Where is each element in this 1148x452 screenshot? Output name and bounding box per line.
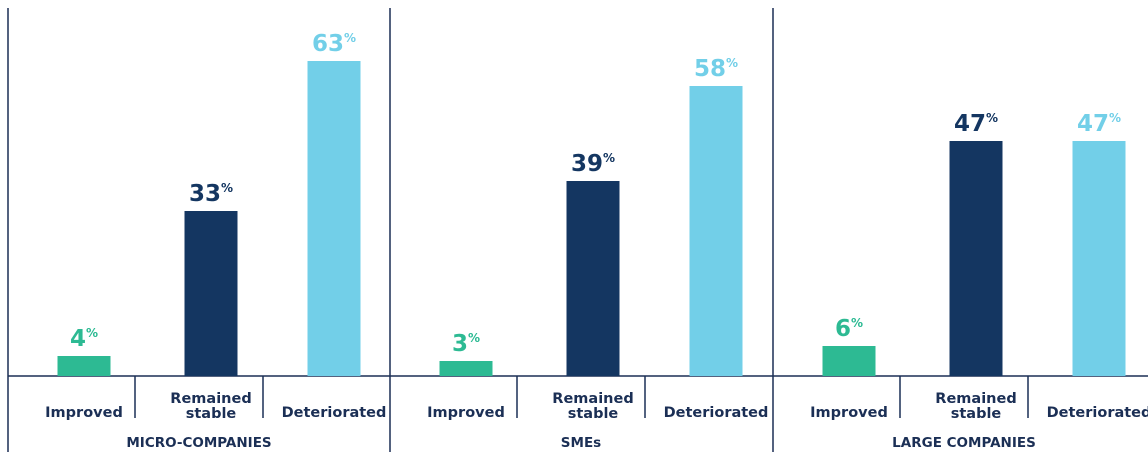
bar <box>307 61 361 376</box>
data-label-value: 58 <box>694 56 726 82</box>
data-label: 4% <box>70 326 98 352</box>
data-label-value: 4 <box>70 326 86 352</box>
data-label-percent: % <box>221 181 233 195</box>
category-label: Improved <box>45 405 123 421</box>
data-label-value: 6 <box>835 316 851 342</box>
category-label: Improved <box>427 405 505 421</box>
data-label-percent: % <box>86 326 98 340</box>
bar <box>57 356 111 376</box>
data-label-value: 47 <box>954 111 986 137</box>
data-label: 63% <box>312 31 356 57</box>
data-label: 39% <box>571 151 615 177</box>
data-label-value: 39 <box>571 151 603 177</box>
category-label: Remained stable <box>552 391 633 422</box>
bar <box>184 211 238 376</box>
data-label: 58% <box>694 56 738 82</box>
bar <box>822 346 876 376</box>
category-label-line: stable <box>568 406 619 422</box>
data-label-value: 63 <box>312 31 344 57</box>
category-label: Improved <box>810 405 888 421</box>
category-label: Deteriorated <box>282 405 387 421</box>
data-label-value: 3 <box>452 331 468 357</box>
group-label: LARGE COMPANIES <box>892 435 1036 451</box>
data-label: 47% <box>954 111 998 137</box>
data-label-value: 47 <box>1077 111 1109 137</box>
bar <box>1072 141 1126 376</box>
category-label: Deteriorated <box>1047 405 1148 421</box>
data-label: 47% <box>1077 111 1121 137</box>
data-label-percent: % <box>344 31 356 45</box>
category-label: Remained stable <box>935 391 1016 422</box>
data-label: 6% <box>835 316 863 342</box>
group-label: SMEs <box>561 435 601 451</box>
category-label-line: stable <box>186 406 237 422</box>
data-label-percent: % <box>1109 111 1121 125</box>
bar <box>689 86 743 376</box>
data-label-percent: % <box>986 111 998 125</box>
data-label-percent: % <box>468 331 480 345</box>
data-label-percent: % <box>726 56 738 70</box>
bar <box>566 181 620 376</box>
bar <box>949 141 1003 376</box>
category-label-line: stable <box>951 406 1002 422</box>
category-label-line: Remained <box>552 391 633 407</box>
category-label-line: Remained <box>170 391 251 407</box>
category-label: Deteriorated <box>664 405 769 421</box>
data-label: 33% <box>189 181 233 207</box>
group-label: MICRO-COMPANIES <box>126 435 271 451</box>
category-label-line: Remained <box>935 391 1016 407</box>
data-label-value: 33 <box>189 181 221 207</box>
data-label-percent: % <box>851 316 863 330</box>
category-label: Remained stable <box>170 391 251 422</box>
data-label: 3% <box>452 331 480 357</box>
data-label-percent: % <box>603 151 615 165</box>
bar <box>439 361 493 376</box>
